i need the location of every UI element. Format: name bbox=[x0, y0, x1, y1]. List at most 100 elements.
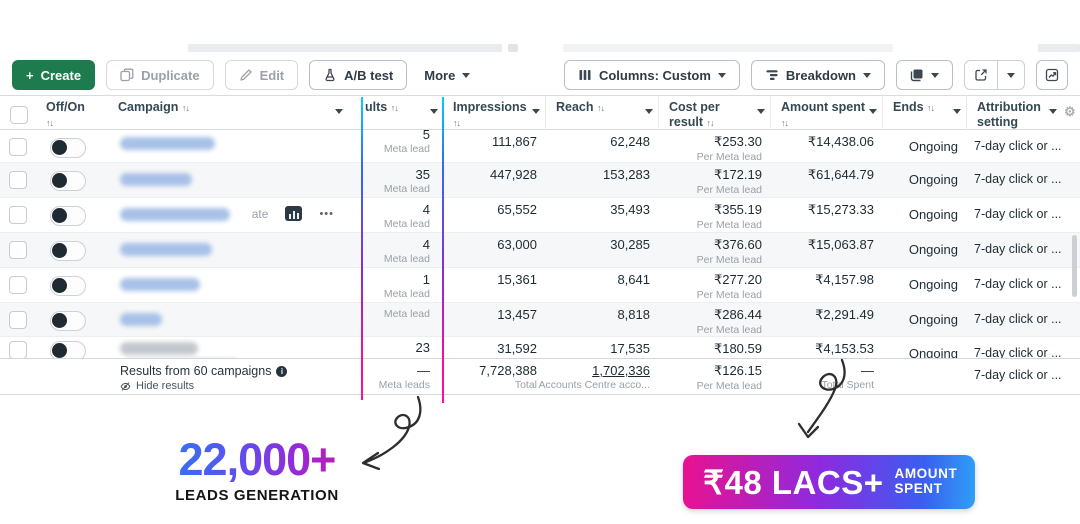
impressions-value: 13,457 bbox=[497, 307, 537, 322]
campaign-name-blur[interactable] bbox=[120, 208, 230, 221]
columns-button[interactable]: Columns: Custom bbox=[563, 60, 740, 90]
footer-attribution-cell: 7-day click or ... bbox=[974, 368, 1062, 382]
row-checkbox[interactable] bbox=[9, 206, 27, 224]
row-select-cell bbox=[0, 268, 36, 302]
toggle-knob bbox=[52, 242, 67, 258]
select-all-checkbox[interactable] bbox=[10, 106, 28, 124]
row-checkbox[interactable] bbox=[9, 311, 27, 329]
campaign-name-blur[interactable] bbox=[120, 342, 198, 355]
reach-cell: 8,641 bbox=[545, 268, 658, 302]
export-options-button[interactable] bbox=[997, 61, 1024, 89]
amount-spent-cell: ₹2,291.49 bbox=[770, 303, 882, 336]
campaign-name-blur[interactable] bbox=[120, 137, 215, 150]
campaign-row: 1 Meta lead 15,361 8,641 ₹277.20 Per Meta lea… bbox=[0, 268, 1080, 303]
cost-per-result-cell: ₹277.20 Per Meta lead bbox=[658, 268, 770, 302]
row-checkbox[interactable] bbox=[9, 241, 27, 259]
vertical-scrollbar[interactable] bbox=[1072, 235, 1077, 297]
view-charts-button[interactable] bbox=[1036, 60, 1068, 90]
results-indicator: Meta lead bbox=[383, 183, 430, 195]
campaign-name-cell bbox=[108, 303, 348, 336]
toggle-knob bbox=[52, 172, 67, 188]
ab-test-button[interactable]: A/B test bbox=[309, 60, 408, 90]
campaign-row: Meta lead 13,457 8,818 ₹286.44 Per Meta lead… bbox=[0, 303, 1080, 337]
campaign-name-blur[interactable] bbox=[120, 173, 192, 186]
sort-icon: ↑↓ bbox=[597, 103, 605, 113]
more-button[interactable]: More bbox=[418, 68, 476, 83]
footer-reach-total[interactable]: 1,702,336 bbox=[592, 363, 650, 378]
column-settings-gear-icon[interactable]: ⚙ bbox=[1064, 104, 1076, 119]
row-select-cell bbox=[0, 233, 36, 267]
view-charts-icon[interactable] bbox=[285, 206, 303, 221]
impressions-cell: 447,928 bbox=[443, 163, 545, 197]
chevron-down-icon bbox=[931, 72, 939, 78]
column-header-campaign[interactable]: Campaign ↑↓ bbox=[108, 96, 348, 130]
row-select-cell bbox=[0, 303, 36, 336]
breakdown-button[interactable]: Breakdown bbox=[750, 60, 885, 90]
chevron-down-icon[interactable] bbox=[335, 109, 343, 114]
chevron-down-icon[interactable] bbox=[645, 109, 653, 114]
row-checkbox[interactable] bbox=[9, 276, 27, 294]
campaign-off-on-toggle[interactable] bbox=[50, 241, 86, 261]
arrow-to-leads bbox=[364, 395, 422, 464]
campaign-name-blur[interactable] bbox=[120, 243, 212, 256]
info-icon[interactable]: i bbox=[276, 365, 288, 377]
duplicate-button[interactable]: Duplicate bbox=[106, 60, 214, 90]
campaign-off-on-toggle[interactable] bbox=[50, 138, 86, 158]
footer-amount-spent: — bbox=[861, 363, 874, 378]
row-checkbox[interactable] bbox=[9, 171, 27, 189]
chevron-down-icon[interactable] bbox=[869, 109, 877, 114]
gear-spacer-cell bbox=[1062, 163, 1080, 197]
footer-summary-cell: Results from 60 campaigns i Hide results bbox=[108, 359, 348, 394]
toggle-knob bbox=[52, 312, 67, 328]
export-icon bbox=[975, 69, 987, 81]
toggle-knob bbox=[52, 207, 67, 223]
campaign-row: 35 Meta lead 447,928 153,283 ₹172.19 Per Meta… bbox=[0, 163, 1080, 198]
chevron-down-icon[interactable] bbox=[532, 109, 540, 114]
guide-line-left bbox=[361, 97, 363, 400]
campaign-off-on-toggle[interactable] bbox=[50, 311, 86, 331]
column-header-results[interactable]: ults ↑↓ bbox=[348, 96, 443, 130]
ends-cell: Ongoing bbox=[908, 139, 958, 154]
results-summary-label: Results from 60 campaigns bbox=[120, 364, 272, 378]
column-header-ends[interactable]: Ends ↑↓ bbox=[882, 96, 966, 130]
amount-spent-cell: ₹61,644.79 bbox=[770, 163, 882, 197]
column-header-reach[interactable]: Reach ↑↓ bbox=[545, 96, 658, 130]
more-options-icon[interactable]: ••• bbox=[319, 207, 334, 220]
amount-spent-value: ₹4,153.53 bbox=[815, 341, 874, 356]
campaign-off-on-toggle[interactable] bbox=[50, 341, 86, 358]
amount-spent-cell: ₹4,157.98 bbox=[770, 268, 882, 302]
impressions-cell: 63,000 bbox=[443, 233, 545, 267]
impressions-value: 31,592 bbox=[497, 341, 537, 356]
hide-results-button[interactable]: Hide results bbox=[120, 380, 348, 392]
column-header-cost-per-result[interactable]: Cost per result ↑↓ bbox=[658, 96, 770, 130]
amount-spent-value: ₹61,644.79 bbox=[807, 167, 874, 182]
campaign-name-blur[interactable] bbox=[120, 278, 200, 291]
ends-cell: Ongoing bbox=[908, 172, 958, 187]
chevron-down-icon[interactable] bbox=[1049, 109, 1057, 114]
edit-button[interactable]: Edit bbox=[224, 60, 299, 90]
campaign-name-blur[interactable] bbox=[120, 313, 162, 326]
row-select-cell bbox=[0, 337, 36, 358]
reach-cell: 35,493 bbox=[545, 198, 658, 232]
column-header-off-on[interactable]: Off/On ↑↓ bbox=[46, 100, 85, 128]
column-header-amount-spent[interactable]: Amount spent ↑↓ bbox=[770, 96, 882, 130]
campaign-off-on-toggle[interactable] bbox=[50, 206, 86, 226]
export-button[interactable] bbox=[965, 61, 997, 89]
column-header-attribution-setting[interactable]: Attribution setting bbox=[966, 96, 1062, 130]
footer-reach-total-cell: 1,702,336 Accounts Centre acco... bbox=[539, 359, 658, 394]
chevron-down-icon[interactable] bbox=[430, 109, 438, 114]
create-button[interactable]: + Create bbox=[12, 60, 96, 90]
chevron-down-icon[interactable] bbox=[953, 109, 961, 114]
campaign-off-on-toggle[interactable] bbox=[50, 171, 86, 191]
chevron-down-icon[interactable] bbox=[757, 109, 765, 114]
campaign-off-on-toggle[interactable] bbox=[50, 276, 86, 296]
cost-per-result-cell: ₹172.19 Per Meta lead bbox=[658, 163, 770, 197]
gear-spacer-cell bbox=[1062, 303, 1080, 336]
gear-spacer-cell bbox=[1062, 233, 1080, 267]
column-header-impressions[interactable]: Impressions ↑↓ bbox=[443, 96, 545, 130]
row-toggle-cell bbox=[36, 130, 108, 162]
amount-spent-value: ₹15,063.87 bbox=[807, 237, 874, 252]
reports-button[interactable] bbox=[896, 60, 953, 90]
row-checkbox[interactable] bbox=[9, 341, 27, 358]
row-checkbox[interactable] bbox=[9, 138, 27, 156]
